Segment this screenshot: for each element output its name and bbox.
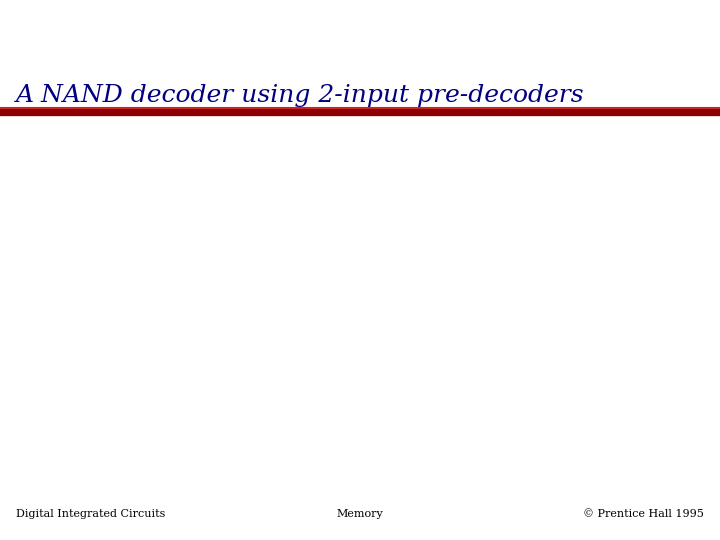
- Text: © Prentice Hall 1995: © Prentice Hall 1995: [583, 509, 704, 519]
- Text: Digital Integrated Circuits: Digital Integrated Circuits: [16, 509, 165, 519]
- Text: A NAND decoder using 2-input pre-decoders: A NAND decoder using 2-input pre-decoder…: [16, 84, 585, 107]
- Text: Memory: Memory: [337, 509, 383, 519]
